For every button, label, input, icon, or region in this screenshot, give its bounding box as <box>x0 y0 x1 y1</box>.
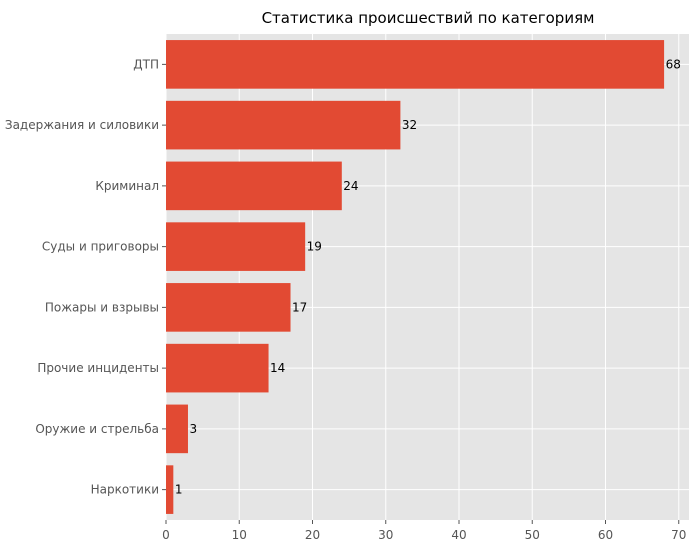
value-label: 68 <box>666 57 681 71</box>
category-label: Задержания и силовики <box>5 118 159 132</box>
x-tick-label: 20 <box>305 528 320 542</box>
bar <box>166 40 665 89</box>
value-label: 24 <box>343 179 358 193</box>
category-label: Прочие инциденты <box>37 361 159 375</box>
value-label: 14 <box>270 361 285 375</box>
category-label: Криминал <box>95 179 159 193</box>
value-labels: 68 32 24 19 17 14 3 1 <box>175 57 681 496</box>
x-tick-label: 10 <box>232 528 247 542</box>
bar <box>166 343 269 393</box>
x-axis-ticks: 0 10 20 30 40 50 60 70 <box>162 63 686 542</box>
category-label: Наркотики <box>91 483 159 497</box>
x-tick-label: 70 <box>671 528 686 542</box>
chart-title: Статистика происшествий по категориям <box>262 9 595 27</box>
value-label: 19 <box>307 240 322 254</box>
category-label: ДТП <box>133 57 159 71</box>
x-tick-label: 40 <box>451 528 466 542</box>
bar <box>166 404 188 454</box>
x-tick-label: 50 <box>525 528 540 542</box>
value-label: 32 <box>402 118 417 132</box>
category-label: Оружие и стрельба <box>35 422 159 436</box>
bar <box>166 283 291 332</box>
value-label: 3 <box>189 422 197 436</box>
category-label: Пожары и взрывы <box>45 300 159 314</box>
category-label: Суды и приговоры <box>42 240 159 254</box>
category-labels: ДТП Задержания и силовики Криминал Суды и п… <box>5 57 159 496</box>
x-tick-label: 0 <box>162 528 170 542</box>
bar <box>166 161 342 211</box>
bar <box>166 100 401 150</box>
value-label: 1 <box>175 483 183 497</box>
value-label: 17 <box>292 300 307 314</box>
x-tick-label: 30 <box>378 528 393 542</box>
x-tick-label: 60 <box>598 528 613 542</box>
bar <box>166 222 306 271</box>
bars <box>166 40 665 514</box>
bar <box>166 465 174 514</box>
